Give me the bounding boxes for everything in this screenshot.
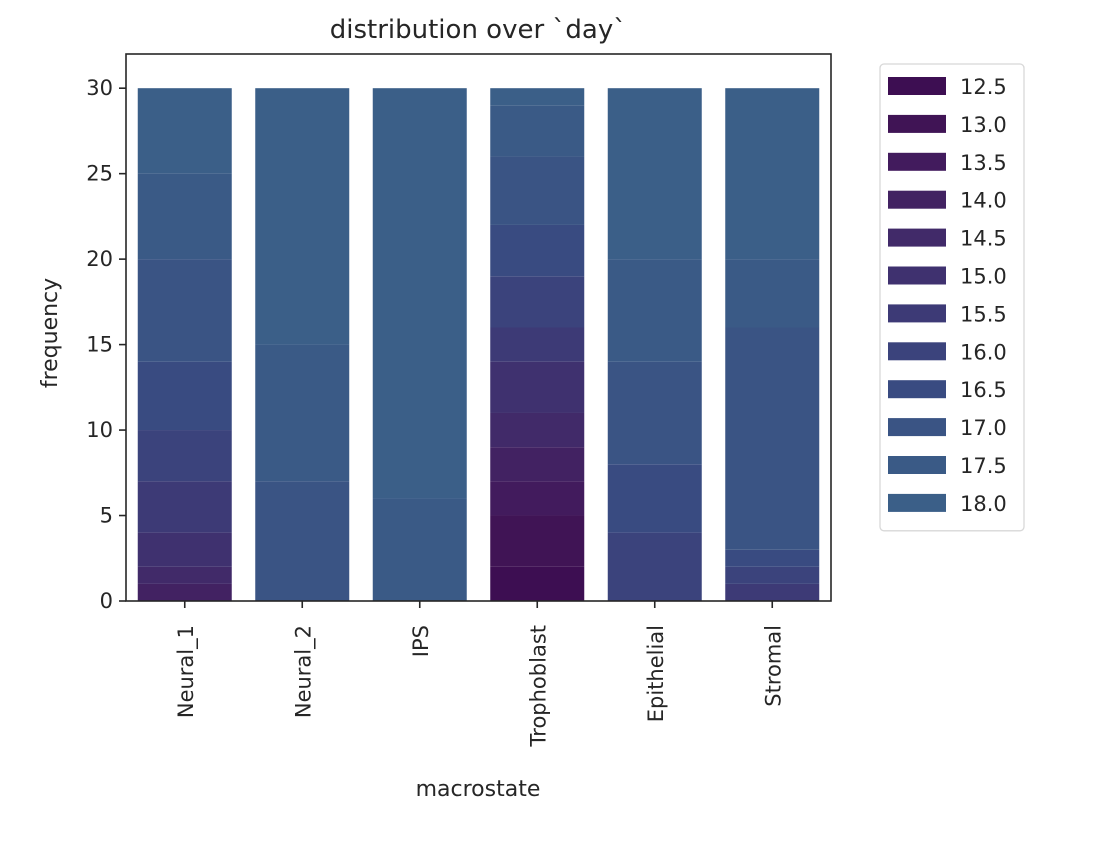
bar-segment [725,566,820,584]
x-tick-label: Trophoblast [526,625,550,747]
y-tick-label: 30 [86,76,113,100]
bar-segment [490,481,585,516]
legend-label: 13.5 [960,151,1007,175]
bar-segment [137,566,232,584]
bar-segment [255,344,350,482]
bar-segment [255,88,350,345]
bar-segment [137,88,232,174]
x-tick-label: Neural_2 [291,625,316,718]
y-tick-label: 20 [86,247,113,271]
x-tick-label: Neural_1 [174,625,199,718]
x-axis-label: macrostate [416,777,541,802]
legend-swatch [888,152,946,171]
legend-label: 16.5 [960,378,1007,402]
legend-swatch [888,456,946,474]
y-tick-label: 10 [86,418,113,442]
legend-label: 14.0 [960,189,1007,213]
bars-group [137,88,820,602]
bar-segment [490,276,585,328]
bar-segment [607,361,702,465]
legend-swatch [888,190,946,209]
legend-swatch [888,228,946,247]
bar-segment [137,361,232,431]
x-tick-label: Stromal [761,625,785,707]
bar-segment [725,583,820,601]
x-tick-label: Epithelial [644,625,668,722]
legend-swatch [888,77,946,95]
y-axis-label: frequency [38,278,63,388]
bar-segment [490,156,585,225]
legend: 12.5 13.0 13.5 14.0 14.5 15.0 15.5 16.0 16.5 17.0… [879,63,1025,532]
legend-label: 17.0 [960,416,1007,440]
legend-label: 15.5 [960,302,1007,326]
legend-swatch [888,114,946,133]
bar-segment [607,88,702,260]
bar-segment [490,105,585,157]
bar-segment [725,88,820,260]
legend-swatch [888,342,946,361]
y-tick-label: 5 [100,504,113,528]
bar-segment [490,412,585,448]
legend-box [879,63,1025,532]
legend-label: 12.5 [960,75,1007,99]
bar-segment [490,515,585,567]
legend-label: 15.0 [960,265,1007,289]
bar-segment [137,532,232,567]
bar-segment [725,549,820,567]
y-axis: 0 5 10 15 20 25 30 [86,76,126,613]
bar-segment [137,259,232,362]
bar-segment [372,88,467,499]
x-axis: Neural_1 Neural_2 IPS Trophoblast Epithelial… [174,601,785,747]
bar-segment [137,481,232,533]
bar-segment [255,481,350,601]
bar-segment [607,259,702,362]
bar-segment [137,430,232,482]
legend-label: 18.0 [960,492,1007,516]
plot-frame [125,53,832,602]
legend-label: 16.0 [960,340,1007,364]
bar-segment [137,173,232,260]
legend-label: 14.5 [960,227,1007,251]
bar-segment [137,583,232,601]
bar-segment [490,88,585,106]
bar-segment [607,532,702,602]
legend-swatch [888,380,946,399]
legend-label: 17.5 [960,454,1007,478]
bar-segment [490,224,585,277]
legend-swatch [888,266,946,285]
y-tick-label: 0 [100,589,113,613]
bar-segment [490,327,585,362]
legend-swatch [888,418,946,437]
legend-swatch [888,493,946,512]
bar-segment [490,361,585,413]
bar-segment [725,327,820,550]
x-tick-label: IPS [409,625,433,657]
chart-title: distribution over `day` [330,15,627,45]
bar-segment [490,447,585,482]
y-tick-label: 15 [86,333,113,357]
y-tick-label: 25 [86,162,113,186]
legend-label: 13.0 [960,113,1007,137]
bar-segment [607,464,702,533]
legend-swatch [888,304,946,323]
bar-segment [490,566,585,601]
bar-segment [725,259,820,328]
bar-segment [372,498,467,601]
